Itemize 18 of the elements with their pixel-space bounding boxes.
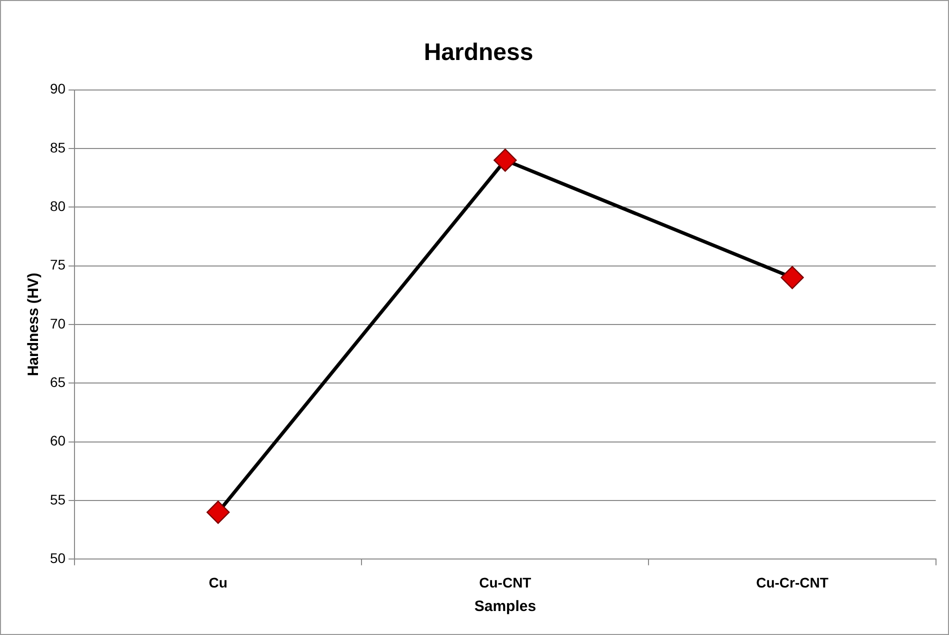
- x-tick-label: Cu-Cr-CNT: [756, 574, 829, 590]
- y-tick-label: 55: [50, 491, 66, 508]
- y-tick-label: 65: [50, 374, 66, 390]
- chart-title: Hardness: [424, 39, 534, 66]
- y-tick-label: 70: [50, 315, 66, 332]
- point: [206, 500, 230, 524]
- y-tick-label: 50: [50, 550, 66, 566]
- x-tick-label: Cu-CNT: [479, 574, 532, 590]
- y-tick-label: 60: [50, 432, 66, 449]
- x-tick-label: Cu: [208, 574, 228, 590]
- y-tick-label: 90: [50, 80, 66, 97]
- x-axis-title: Samples: [474, 598, 536, 616]
- y-tick-label: 80: [50, 198, 66, 214]
- point: [494, 148, 517, 172]
- y-tick-label: 85: [50, 139, 66, 156]
- y-tick-label: 75: [50, 256, 66, 273]
- point: [780, 266, 804, 290]
- y-axis-title: Hardness (HV): [25, 272, 42, 376]
